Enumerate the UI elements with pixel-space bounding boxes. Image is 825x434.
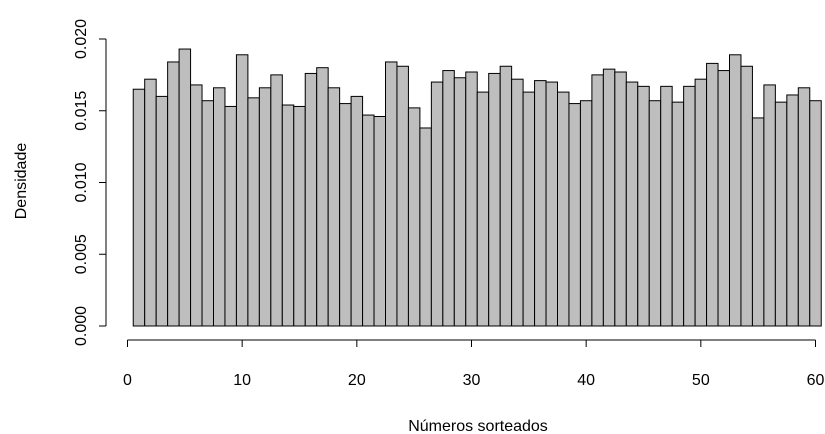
histogram-bar	[488, 72, 501, 327]
histogram-bar	[396, 65, 409, 327]
histogram-bar	[602, 68, 616, 327]
histogram-bar	[258, 87, 272, 327]
histogram-bar	[419, 127, 432, 327]
y-axis-label: Densidade	[13, 143, 30, 220]
histogram-bar	[557, 91, 570, 327]
histogram-bar	[213, 87, 226, 327]
histogram-bar	[671, 101, 685, 327]
x-tick-label: 10	[233, 372, 251, 389]
x-axis: 0 10 20 30 40 50 60	[123, 339, 825, 389]
histogram-bar	[235, 54, 249, 327]
y-tick-label: 0.020	[73, 19, 90, 59]
histogram-bar	[809, 100, 822, 327]
histogram-bar	[350, 95, 364, 327]
histogram-bar	[499, 65, 513, 327]
histogram-bar	[786, 94, 799, 327]
histogram-bar	[545, 81, 558, 327]
histogram-bar	[522, 91, 536, 327]
histogram-bar	[614, 71, 627, 327]
histogram-bar	[568, 103, 581, 327]
histogram-bar	[132, 88, 146, 327]
y-tick-label: 0.015	[73, 91, 90, 131]
histogram-bar	[442, 70, 455, 327]
histogram-bar	[385, 61, 398, 327]
histogram-bar	[729, 54, 742, 327]
histogram-bar	[740, 65, 753, 327]
y-tick-label: 0.010	[73, 162, 90, 202]
histogram-bar	[706, 62, 719, 327]
histogram-bar	[144, 78, 157, 327]
histogram-bar	[304, 72, 318, 327]
histogram-bar	[167, 61, 180, 327]
histogram-bar	[751, 117, 765, 327]
y-tick-label: 0.005	[73, 234, 90, 274]
x-tick-label: 0	[123, 372, 132, 389]
histogram-bar	[625, 81, 639, 327]
x-tick-label: 30	[463, 372, 481, 389]
x-tick-label: 50	[692, 372, 710, 389]
x-tick-label: 40	[577, 372, 595, 389]
histogram-bar	[155, 95, 169, 327]
histogram-bar	[362, 114, 375, 327]
histogram-bar	[465, 71, 478, 327]
x-axis-label: Números sorteados	[408, 418, 548, 434]
histogram-bar	[717, 70, 730, 327]
histogram-bars	[132, 48, 822, 327]
histogram-bar	[774, 101, 788, 327]
histogram-bar	[683, 85, 696, 327]
histogram-bar	[763, 84, 776, 327]
histogram-bar	[511, 78, 524, 327]
histogram-bar	[293, 105, 306, 327]
histogram-bar	[660, 85, 673, 327]
histogram-bar	[201, 100, 215, 327]
histogram-bar	[190, 84, 203, 327]
histogram-bar	[591, 74, 604, 327]
histogram-bar	[316, 67, 329, 327]
histogram-bar	[430, 81, 444, 327]
histogram-bar	[270, 74, 283, 327]
histogram-bar	[373, 115, 386, 327]
histogram-bar	[476, 91, 490, 327]
histogram-bar	[648, 100, 662, 327]
histogram-bar	[534, 80, 547, 327]
histogram-bar	[281, 104, 295, 327]
y-axis: 0.000 0.005 0.010 0.015 0.020	[73, 19, 107, 346]
x-tick-label: 60	[807, 372, 825, 389]
histogram-bar	[339, 103, 352, 327]
histogram-bar	[637, 85, 650, 327]
histogram-bar	[453, 77, 467, 327]
histogram-bar	[579, 100, 593, 327]
histogram-bar	[224, 105, 237, 327]
histogram-bar	[247, 97, 260, 327]
histogram-bar	[407, 107, 421, 327]
histogram-bar	[327, 87, 341, 327]
y-tick-label: 0.000	[73, 306, 90, 346]
x-tick-label: 20	[348, 372, 366, 389]
histogram-bar	[178, 48, 192, 327]
histogram-bar	[797, 87, 811, 327]
histogram-bar	[694, 78, 708, 327]
